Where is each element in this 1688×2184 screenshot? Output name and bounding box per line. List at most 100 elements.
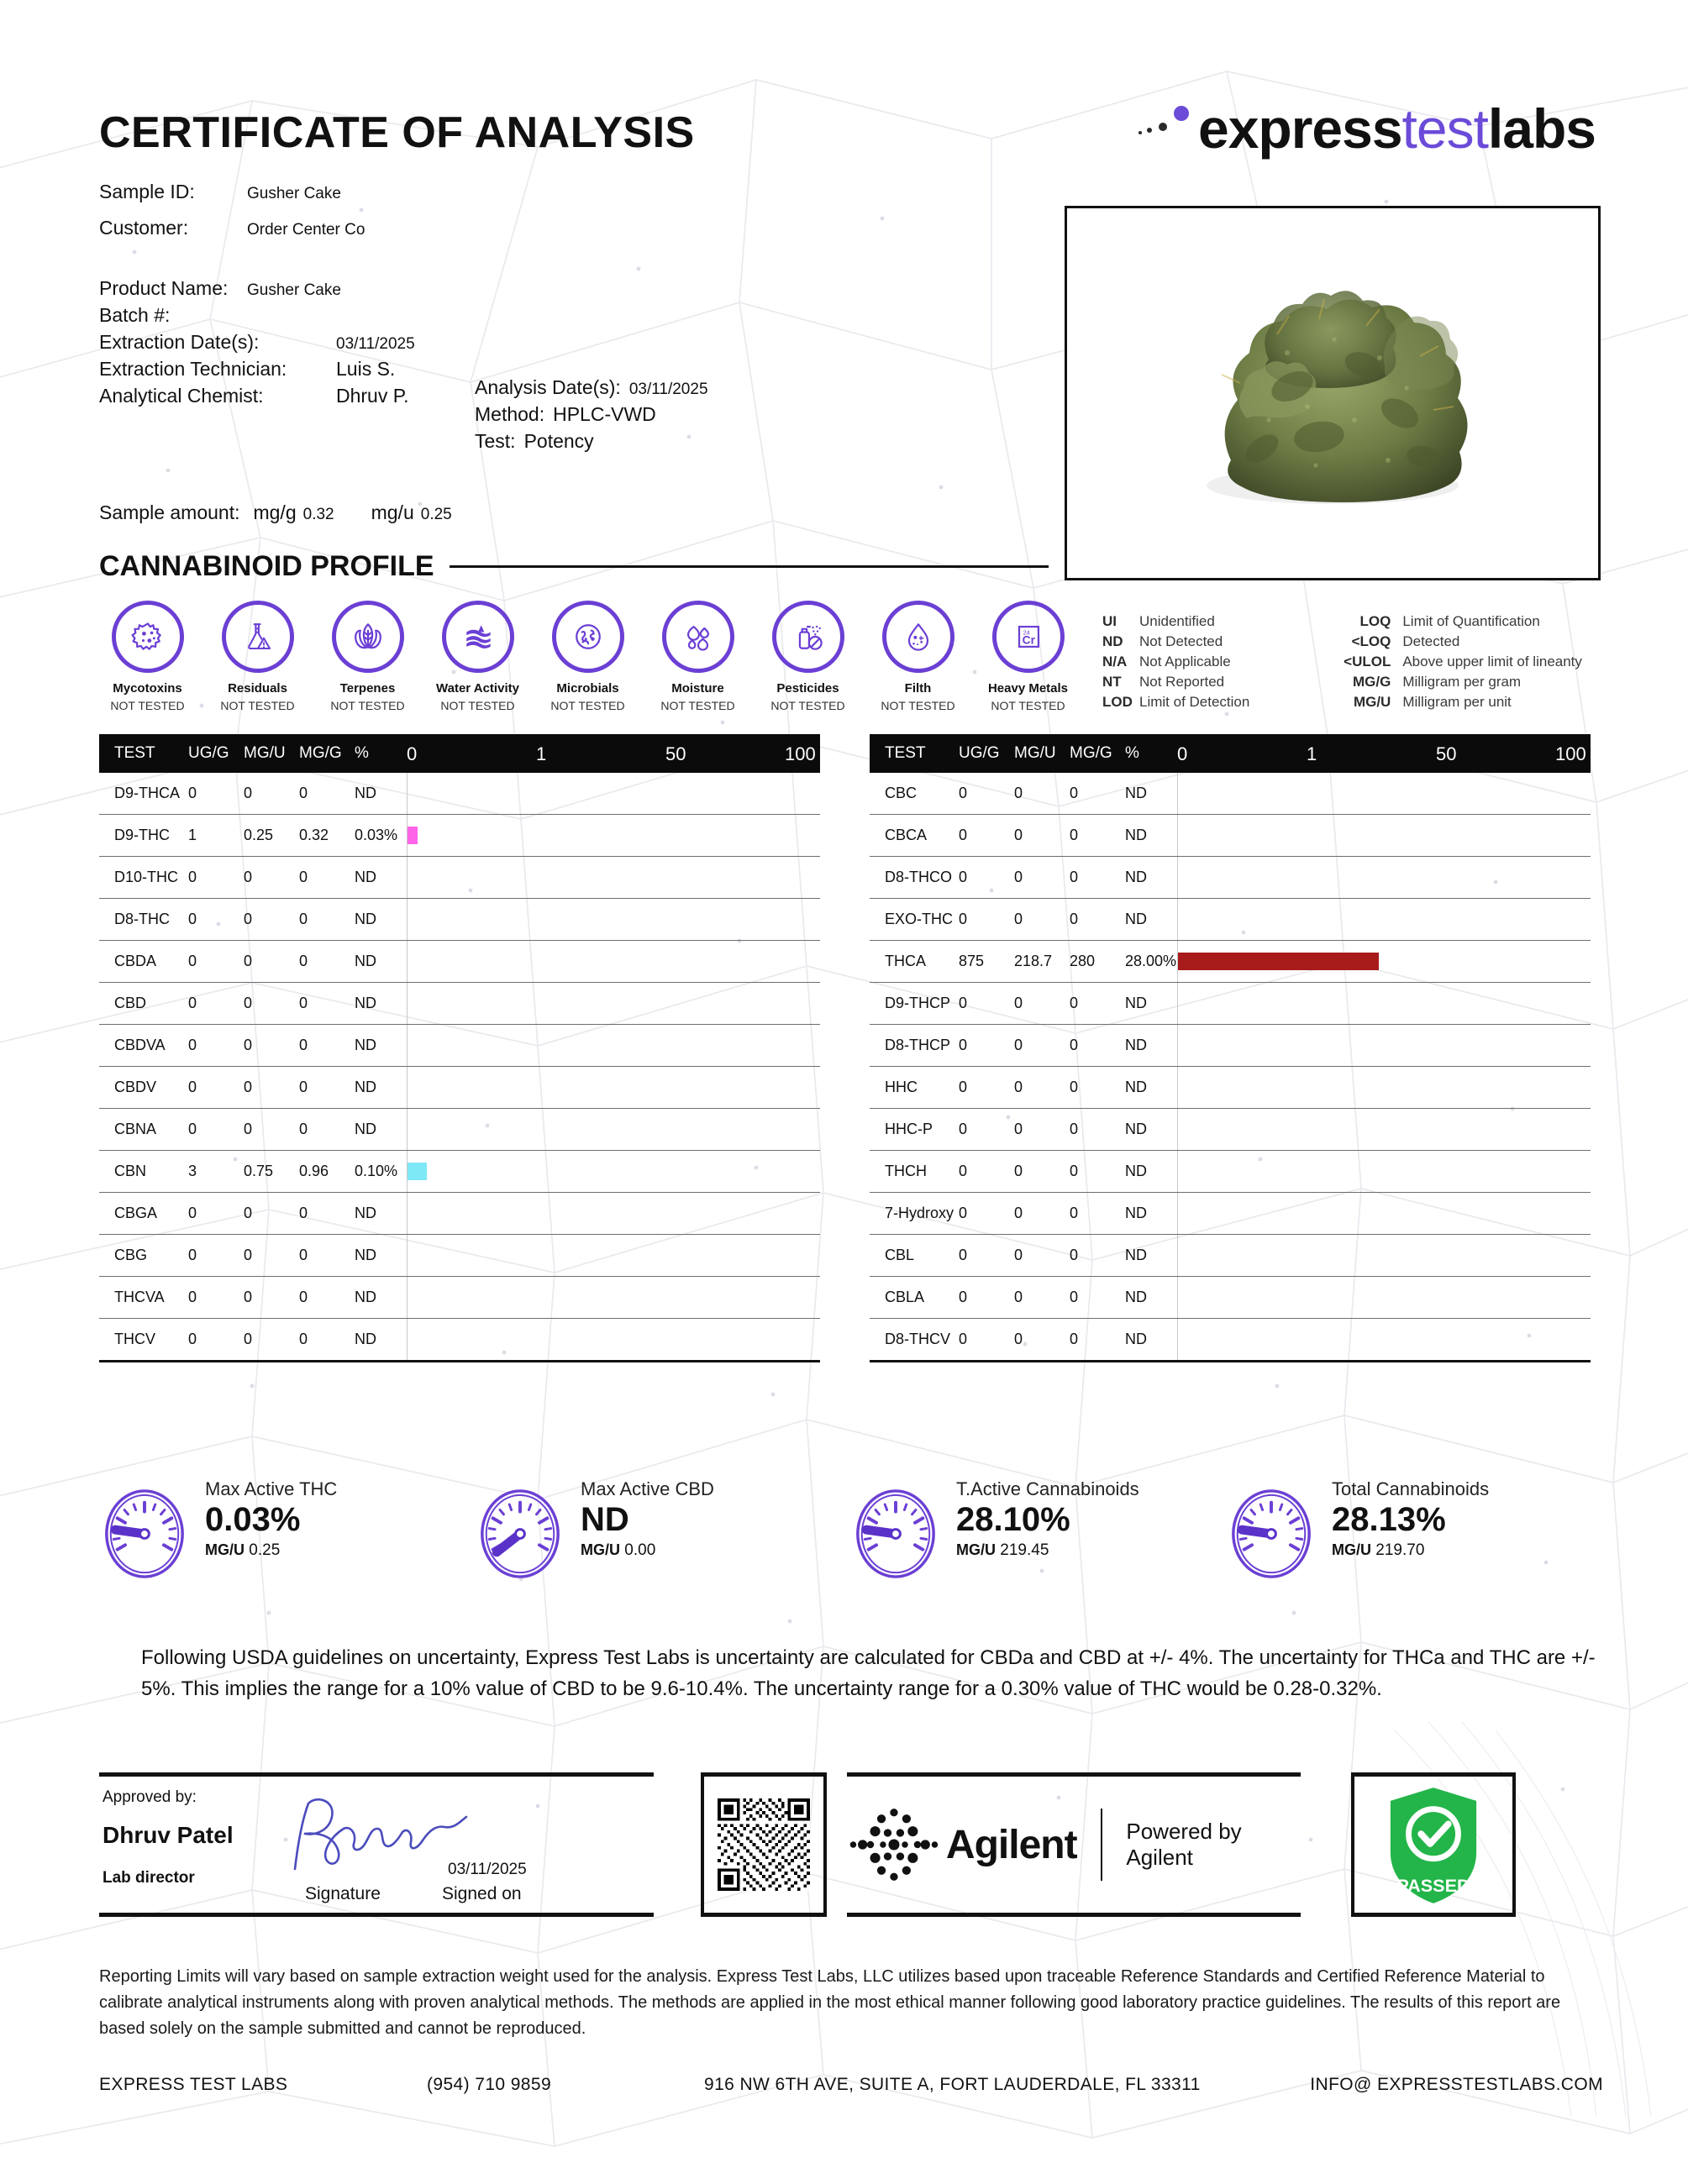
cell-test: D9-THCA [114,785,181,801]
gauge-dial-icon [1232,1489,1311,1578]
legend-text: Above upper limit of lineanty [1402,654,1582,669]
cell-bar [407,815,820,856]
cell-bar [1177,1109,1591,1150]
test-panel-name: Filth [904,681,932,696]
gauge-unit-label: MG/U [1332,1541,1371,1559]
cell-mgg: 0 [1070,995,1079,1011]
footer-email[interactable]: INFO@ EXPRESSTESTLABS.COM [1310,2075,1603,2094]
table-row: HHC-P 0 0 0 ND [870,1109,1591,1151]
cell-bar [407,1109,820,1150]
gauge-value: 0.03% [205,1501,301,1538]
gauge-max-active-cbd: Max Active CBD ND MG/U 0.00 [475,1478,850,1584]
cell-pct: ND [1125,1247,1147,1263]
cell-ugg: 1 [188,827,197,843]
test-panel-status: NOT TESTED [110,699,185,712]
cell-bar [1177,1067,1591,1108]
signature-caption: Signature [305,1884,381,1903]
gauge-dial-icon [105,1489,184,1578]
cell-mgu: 0 [244,1205,253,1221]
cell-ugg: 0 [959,1121,968,1137]
cell-mgg: 0 [1070,1289,1079,1305]
scale-tick-0: 0 [1177,743,1188,764]
agilent-tagline: Powered by Agilent [1126,1819,1242,1870]
col-header-ugg: UG/G [188,744,229,762]
cell-ugg: 0 [959,995,968,1011]
test-panel-pesticides: Pesticides NOT TESTED [753,601,863,712]
cell-test: CBC [885,785,918,801]
table-row: THCH 0 0 0 ND [870,1151,1591,1193]
cell-bar [1177,1193,1591,1234]
logo-text-express: express [1198,97,1403,160]
section-divider [449,565,1049,568]
table-row: CBDVA 0 0 0 ND [99,1025,820,1067]
test-type-label: Test: [475,430,516,452]
legend-text: Detected [1402,633,1460,649]
pesticides-spray-icon [771,601,844,673]
qr-code-icon[interactable] [718,1798,810,1891]
mgg-label: mg/g [253,501,297,523]
cell-mgg: 0 [1070,1121,1079,1137]
cell-pct: ND [1125,869,1147,885]
value-bar [408,827,418,844]
cell-mgg: 0 [1070,1331,1079,1347]
table-row: D8-THCO 0 0 0 ND [870,857,1591,899]
cell-mgg: 0 [299,1247,308,1263]
qr-code[interactable] [701,1772,827,1917]
cell-pct: 28.00% [1125,953,1177,969]
cell-test: D8-THCP [885,1037,951,1053]
cell-bar [1177,1319,1591,1360]
sample-amount-row: Sample amount: mg/g 0.32 mg/u 0.25 [99,501,489,524]
brand-logo: express test labs [1138,97,1596,160]
gauge-max-active-thc: Max Active THC 0.03% MG/U 0.25 [99,1478,475,1584]
gauge-t-active-cannabinoids: T.Active Cannabinoids 28.10% MG/U 219.45 [850,1478,1226,1584]
cell-mgu: 0 [1014,995,1023,1011]
table-row: CBNA 0 0 0 ND [99,1109,820,1151]
residuals-flask-icon [221,601,294,673]
cell-mgg: 0 [1070,1205,1079,1221]
legend-row: UI Unidentified [1102,613,1249,633]
test-panel-moisture: Moisture NOT TESTED [643,601,753,712]
uncertainty-statement: Following USDA guidelines on uncertainty… [141,1646,1596,1701]
sample-amount-label: Sample amount: [99,501,240,523]
test-panel-microbials: Microbials NOT TESTED [533,601,643,712]
heavy-metals-cr-icon: 24 Cr [991,601,1065,673]
cell-test: CBNA [114,1121,157,1137]
cell-ugg: 0 [959,827,968,843]
cell-mgg: 0 [299,1331,308,1347]
table-row: CBLA 0 0 0 ND [870,1277,1591,1319]
cell-test: CBN [114,1163,147,1179]
moisture-droplets-icon [661,601,734,673]
passed-badge: PASSED [1351,1772,1516,1917]
cell-ugg: 0 [188,953,197,969]
table-row: CBL 0 0 0 ND [870,1235,1591,1277]
table-row: D8-THCV 0 0 0 ND [870,1319,1591,1362]
logo-dots-icon [1138,106,1189,134]
scale-tick-50: 50 [665,743,686,764]
svg-text:Cr: Cr [1022,633,1035,646]
scale-tick-100: 100 [785,743,816,764]
sample-metadata: Sample ID: Gusher Cake Customer: Order C… [99,181,415,412]
cell-bar [1177,983,1591,1024]
cell-mgu: 0.25 [244,827,274,843]
mgu-label: mg/u [371,501,414,523]
cell-mgg: 0 [1070,1079,1079,1095]
cell-pct: ND [355,1121,376,1137]
legend-abbr: <LOQ [1351,633,1391,649]
cell-pct: ND [355,911,376,927]
cell-bar [407,1067,820,1108]
meta-row-analysis-date: Analysis Date(s): 03/11/2025 [475,376,708,399]
cell-test: CBGA [114,1205,158,1221]
test-panel-status: NOT TESTED [550,699,625,712]
cell-mgg: 0 [299,1079,308,1095]
footer-company: EXPRESS TEST LABS [99,2075,288,2094]
gauge-total-cannabinoids: Total Cannabinoids 28.13% MG/U 219.70 [1226,1478,1601,1584]
test-panel-name: Residuals [228,681,287,696]
col-header-mgu: MG/U [1014,744,1056,762]
legend-abbr: N/A [1102,654,1128,669]
legend-text: Limit of Detection [1139,694,1250,710]
cell-bar [407,983,820,1024]
table-row: CBCA 0 0 0 ND [870,815,1591,857]
table-row: D9-THC 1 0.25 0.32 0.03% [99,815,820,857]
cell-bar [407,1235,820,1276]
footer-phone[interactable]: (954) 710 9859 [427,2075,552,2094]
